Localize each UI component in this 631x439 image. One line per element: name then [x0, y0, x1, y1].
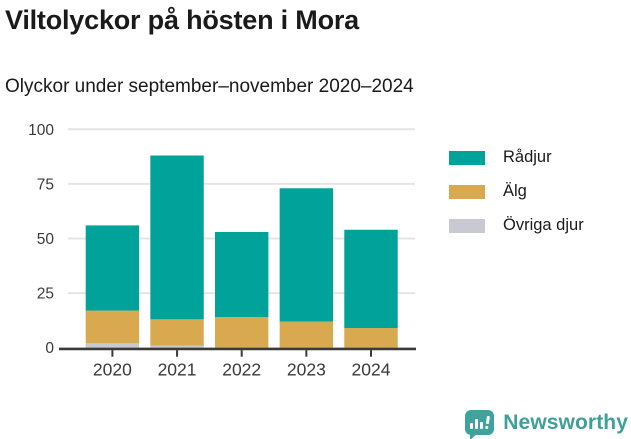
chart-title: Viltolyckor på hösten i Mora	[5, 5, 359, 35]
x-tick-label-2021: 2021	[158, 360, 197, 380]
legend-swatch-radjur	[449, 150, 485, 165]
y-tick-label-75: 75	[37, 176, 54, 193]
logo-exclamation-glyph	[485, 415, 491, 430]
logo-speech-tail	[470, 433, 479, 439]
bar-segment-2022-radjur	[215, 231, 269, 318]
bar-segment-2021-alg	[150, 319, 204, 346]
legend-swatch-ovriga-djur	[449, 218, 485, 233]
x-tick-label-2023: 2023	[287, 360, 326, 380]
legend-label-ovriga-djur: Övriga djur	[503, 216, 584, 234]
newsworthy-logo-icon	[465, 410, 495, 439]
legend-item-alg: Älg	[449, 182, 584, 201]
bar-segment-2024-radjur	[344, 229, 398, 329]
stacked-bar-chart: 2020 2021 2022 2023 2024 0 25 50 75 100	[28, 122, 416, 380]
brand-name: Newsworthy	[503, 410, 628, 434]
x-tick-label-2020: 2020	[93, 360, 132, 380]
chart-subtitle: Olyckor under september–november 2020–20…	[5, 76, 414, 97]
bar-segment-2023-alg	[279, 321, 334, 348]
y-tick-label-25: 25	[37, 286, 54, 303]
bar-segment-2024-alg	[344, 328, 398, 348]
bar-segment-2020-alg	[85, 310, 140, 344]
x-tick-label-2022: 2022	[222, 360, 261, 380]
chart-legend: Rådjur Älg Övriga djur	[449, 148, 584, 250]
legend-item-ovriga-djur: Övriga djur	[449, 216, 584, 235]
legend-label-radjur: Rådjur	[503, 148, 552, 166]
bar-segment-2020-radjur	[85, 225, 140, 311]
legend-swatch-alg	[449, 184, 485, 199]
x-tick-label-2024: 2024	[352, 360, 391, 380]
y-tick-label-0: 0	[45, 340, 54, 357]
brand-logo: Newsworthy	[465, 410, 628, 439]
bar-segment-2021-ovriga-djur	[150, 345, 204, 348]
legend-label-alg: Älg	[503, 182, 527, 200]
bar-segment-2021-radjur	[150, 155, 204, 320]
bar-segment-2023-radjur	[279, 188, 334, 322]
bar-segment-2022-alg	[215, 317, 269, 348]
bar-segment-2020-ovriga-djur	[85, 343, 140, 348]
logo-bar-chart-glyph	[470, 415, 491, 430]
y-tick-label-100: 100	[28, 122, 54, 139]
y-tick-label-50: 50	[37, 231, 55, 248]
legend-item-radjur: Rådjur	[449, 148, 584, 167]
